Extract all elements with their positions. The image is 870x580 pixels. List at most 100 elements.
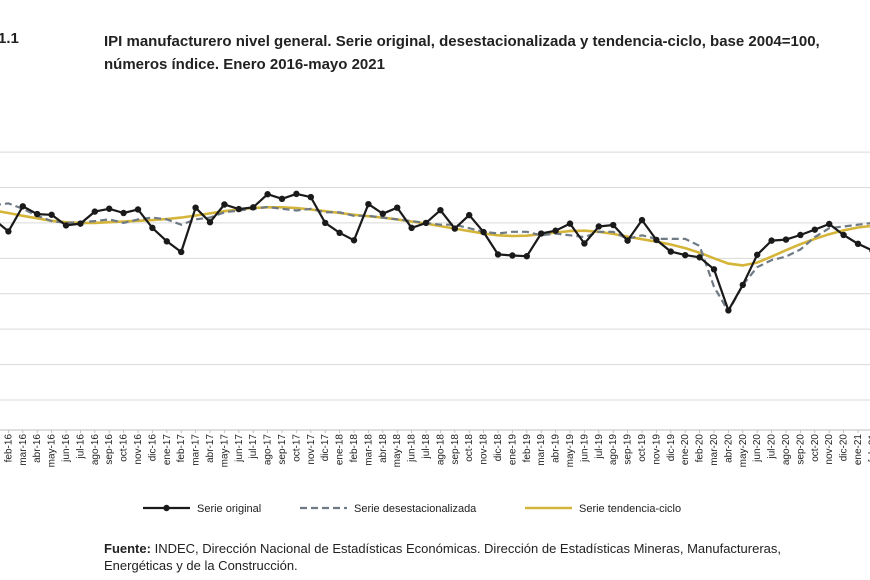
figure-number: 1.1 xyxy=(0,30,19,47)
series-point-0 xyxy=(106,205,113,212)
legend-label-2: Serie tendencia-ciclo xyxy=(579,503,681,515)
series-point-0 xyxy=(77,220,84,227)
x-tick-label: ago-18 xyxy=(435,434,446,466)
x-tick-label: ago-16 xyxy=(90,434,101,466)
series-point-0 xyxy=(739,281,746,289)
x-tick-label: may-16 xyxy=(47,434,58,468)
series-point-0 xyxy=(235,205,242,213)
x-tick-label: abr-19 xyxy=(551,434,562,463)
series-point-0 xyxy=(322,219,329,227)
x-tick-label: dic-19 xyxy=(666,434,677,462)
x-tick-label: nov-16 xyxy=(133,434,144,465)
x-tick-label: jul-17 xyxy=(248,434,259,460)
source-note: Fuente: INDEC, Dirección Nacional de Est… xyxy=(104,540,781,574)
series-point-0 xyxy=(624,237,631,244)
series-point-0 xyxy=(278,195,286,203)
series-point-0 xyxy=(264,191,271,198)
chart-title-line-2: números índice. Enero 2016-mayo 2021 xyxy=(104,56,385,73)
series-point-0 xyxy=(811,226,818,233)
x-tick-label: ene-18 xyxy=(335,434,346,466)
x-tick-label: dic-16 xyxy=(147,434,158,462)
series-line-0 xyxy=(0,192,870,312)
series-point-0 xyxy=(854,240,862,248)
gridlines xyxy=(0,151,870,431)
x-tick-label: sep-19 xyxy=(623,434,634,465)
x-tick-label: mar-17 xyxy=(191,434,202,466)
source-text-1: INDEC, Dirección Nacional de Estadística… xyxy=(154,541,781,556)
series-point-0 xyxy=(696,254,703,261)
series-point-0 xyxy=(293,190,300,198)
x-tick-label: may-18 xyxy=(392,434,403,468)
series-point-0 xyxy=(523,253,530,260)
series-point-0 xyxy=(336,229,343,237)
series-point-0 xyxy=(163,238,170,245)
x-tick-label: oct-19 xyxy=(637,434,648,462)
series-point-0 xyxy=(34,210,41,218)
series-point-0 xyxy=(480,228,487,236)
series-point-0 xyxy=(595,223,602,230)
x-tick-label: jul-19 xyxy=(594,434,605,460)
x-tick-label: ene-19 xyxy=(507,434,518,466)
series-point-0 xyxy=(710,266,718,273)
series-point-0 xyxy=(48,211,55,218)
x-tick-label: mar-19 xyxy=(536,434,547,466)
series-point-0 xyxy=(768,237,775,244)
x-tick-label: ene-20 xyxy=(680,434,691,466)
series-point-0 xyxy=(638,216,646,224)
series-point-0 xyxy=(178,248,185,256)
series-point-0 xyxy=(581,240,588,247)
x-tick-label: ago-20 xyxy=(781,434,792,466)
series-point-0 xyxy=(250,204,257,211)
legend-marker-0 xyxy=(163,504,170,512)
series-point-0 xyxy=(494,251,502,258)
series-point-0 xyxy=(120,209,127,217)
x-tick-label: oct-18 xyxy=(464,434,475,462)
series-point-0 xyxy=(754,251,761,258)
chart-title: IPI manufacturero nivel general. Serie o… xyxy=(104,30,870,76)
source-text-2: Energéticas y de la Construcción. xyxy=(104,558,298,573)
series-point-0 xyxy=(451,225,458,232)
series-point-0 xyxy=(682,251,689,259)
x-tick-label: jul-16 xyxy=(75,434,86,460)
series-point-0 xyxy=(379,210,386,217)
x-tick-label: oct-16 xyxy=(119,434,130,462)
x-tick-label: feb-19 xyxy=(522,434,533,463)
x-tick-label: nov-17 xyxy=(306,434,317,465)
x-tick-label: dic-18 xyxy=(493,434,504,462)
x-tick-label: ago-19 xyxy=(608,434,619,466)
x-axis-tick-labels: feb-16 mar-16 abr-16 may-16 jun-16 jul-16 ago-… xyxy=(3,430,870,467)
source-label: Fuente: xyxy=(104,541,151,556)
x-tick-label: jun-19 xyxy=(579,434,590,463)
series-point-0 xyxy=(725,307,732,314)
series-point-0 xyxy=(552,227,559,234)
x-tick-label: may-17 xyxy=(219,434,230,468)
series-point-0 xyxy=(307,193,314,201)
x-tick-label: jun-20 xyxy=(752,434,763,463)
series-point-0 xyxy=(610,221,617,229)
series-point-0 xyxy=(365,200,372,208)
x-tick-label: ene-17 xyxy=(162,434,173,466)
x-tick-label: feb-21 xyxy=(867,434,870,463)
x-tick-label: nov-18 xyxy=(479,434,490,465)
x-tick-label: feb-20 xyxy=(695,434,706,463)
x-tick-label: jun-16 xyxy=(61,434,72,463)
series-point-0 xyxy=(538,230,545,237)
x-tick-label: oct-17 xyxy=(291,434,302,462)
series-point-0 xyxy=(826,220,833,228)
series-point-0 xyxy=(437,206,444,214)
series-line-1 xyxy=(0,202,870,313)
x-tick-label: feb-16 xyxy=(3,434,14,463)
series-point-0 xyxy=(394,204,401,211)
x-tick-label: feb-18 xyxy=(349,434,360,463)
chart-title-line-1: IPI manufacturero nivel general. Serie o… xyxy=(104,33,820,50)
source-line-1: Fuente: INDEC, Dirección Nacional de Est… xyxy=(104,540,781,557)
x-tick-label: abr-20 xyxy=(723,434,734,463)
series-point-0 xyxy=(62,222,70,229)
series-point-0 xyxy=(653,236,660,244)
x-tick-label: jul-18 xyxy=(421,434,432,460)
series-point-0 xyxy=(350,237,358,244)
series-point-0 xyxy=(422,219,430,227)
x-tick-label: jun-17 xyxy=(234,434,245,463)
series-point-0 xyxy=(192,204,199,211)
